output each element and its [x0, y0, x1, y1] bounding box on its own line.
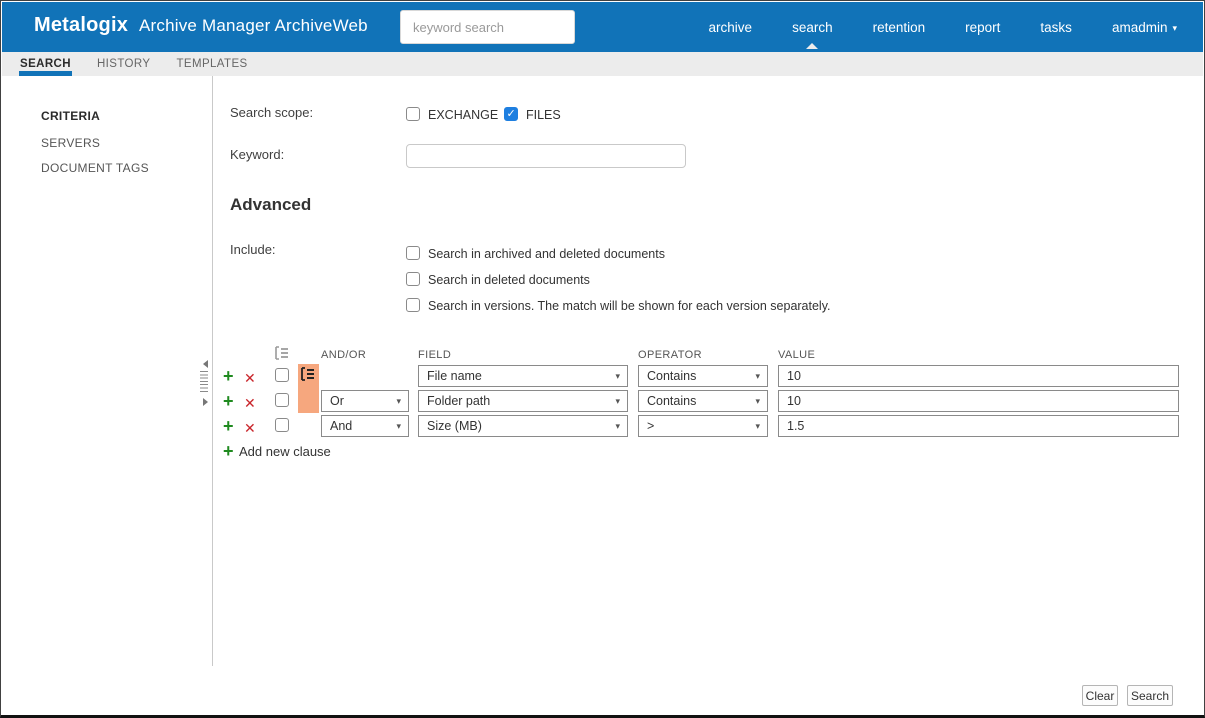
keyword-label: Keyword: [230, 147, 285, 162]
add-clause-plus-icon[interactable]: + [223, 441, 234, 461]
search-scope-label: Search scope: [230, 105, 314, 120]
row3-field-dropdown[interactable]: Size (MB) ▾ [418, 415, 628, 437]
include-archived-deleted-label: Search in archived and deleted documents [428, 247, 665, 261]
row1-select-checkbox[interactable] [275, 368, 289, 382]
chevron-down-icon: ▾ [755, 395, 760, 406]
row3-operator-dropdown[interactable]: > ▾ [638, 415, 768, 437]
chevron-down-icon: ▾ [396, 395, 401, 406]
row1-delete-button[interactable]: ✕ [244, 370, 256, 386]
chevron-down-icon: ▾ [615, 395, 620, 406]
sidebar-item-criteria[interactable]: CRITERIA [41, 109, 101, 123]
nav-item-retention[interactable]: retention [872, 19, 926, 35]
sidebar-item-document-tags[interactable]: DOCUMENT TAGS [41, 161, 149, 175]
chevron-down-icon: ▾ [755, 420, 760, 431]
exchange-checkbox[interactable] [406, 107, 420, 121]
nav-item-archive[interactable]: archive [708, 19, 753, 35]
include-label: Include: [230, 242, 276, 257]
app-title: Archive Manager ArchiveWeb [139, 16, 368, 35]
row3-andor-dropdown[interactable]: And ▾ [321, 415, 409, 437]
splitter-collapse-icon[interactable] [203, 360, 208, 368]
splitter-grip[interactable] [200, 371, 208, 394]
row2-value-input[interactable] [778, 390, 1179, 412]
files-checkbox-label: FILES [526, 108, 561, 122]
row3-add-button[interactable]: + [223, 416, 234, 436]
include-versions-label: Search in versions. The match will be sh… [428, 299, 831, 313]
include-deleted-label: Search in deleted documents [428, 273, 590, 287]
column-header-andor: AND/OR [321, 349, 367, 361]
column-header-field: FIELD [418, 349, 452, 361]
active-tab-underline [19, 71, 72, 76]
row2-operator-dropdown[interactable]: Contains ▾ [638, 390, 768, 412]
keyword-input[interactable] [406, 144, 686, 168]
chevron-down-icon: ▾ [615, 420, 620, 431]
nav-item-report[interactable]: report [965, 19, 1001, 35]
active-nav-notch-icon [806, 42, 819, 49]
row2-delete-button[interactable]: ✕ [244, 395, 256, 411]
column-header-value: VALUE [778, 349, 816, 361]
chevron-down-icon: ▾ [1172, 22, 1177, 33]
chevron-down-icon: ▾ [615, 370, 620, 381]
app-header: Metalogix Archive Manager ArchiveWeb arc… [2, 2, 1203, 52]
files-checkbox[interactable] [504, 107, 518, 121]
tab-search[interactable]: SEARCH [19, 52, 72, 76]
row1-value-input[interactable] [778, 365, 1179, 387]
keyword-search-input[interactable] [400, 10, 575, 44]
clear-button[interactable]: Clear [1082, 685, 1118, 706]
group-clauses-icon[interactable] [300, 367, 315, 381]
row3-value-input[interactable] [778, 415, 1179, 437]
nav-item-search[interactable]: search [790, 6, 835, 49]
row1-field-dropdown[interactable]: File name ▾ [418, 365, 628, 387]
row2-select-checkbox[interactable] [275, 393, 289, 407]
chevron-down-icon: ▾ [755, 370, 760, 381]
group-clauses-header-icon [275, 346, 288, 360]
splitter-expand-icon[interactable] [203, 398, 208, 406]
metalogix-logo: Metalogix [34, 14, 129, 36]
row1-operator-dropdown[interactable]: Contains ▾ [638, 365, 768, 387]
row1-add-button[interactable]: + [223, 366, 234, 386]
add-new-clause-link[interactable]: Add new clause [239, 444, 331, 459]
nav-item-tasks[interactable]: tasks [1040, 19, 1072, 35]
tab-templates[interactable]: TEMPLATES [176, 58, 248, 70]
row2-field-dropdown[interactable]: Folder path ▾ [418, 390, 628, 412]
sidebar-item-servers[interactable]: SERVERS [41, 136, 101, 150]
clause-group-highlight[interactable] [298, 364, 319, 413]
include-versions-checkbox[interactable] [406, 298, 420, 312]
column-header-operator: OPERATOR [638, 349, 702, 361]
sidebar-divider [212, 76, 213, 666]
tab-history[interactable]: HISTORY [96, 58, 151, 70]
tab-bar: SEARCH HISTORY TEMPLATES [2, 52, 1203, 76]
include-deleted-checkbox[interactable] [406, 272, 420, 286]
nav-item-user-menu[interactable]: amadmin ▾ [1111, 19, 1177, 35]
row2-andor-dropdown[interactable]: Or ▾ [321, 390, 409, 412]
top-nav: archive search retention report tasks am… [707, 2, 1179, 52]
search-button[interactable]: Search [1127, 685, 1173, 706]
include-archived-deleted-checkbox[interactable] [406, 246, 420, 260]
advanced-heading: Advanced [230, 195, 312, 214]
exchange-checkbox-label: EXCHANGE [428, 108, 499, 122]
row2-add-button[interactable]: + [223, 391, 234, 411]
row3-select-checkbox[interactable] [275, 418, 289, 432]
row3-delete-button[interactable]: ✕ [244, 420, 256, 436]
chevron-down-icon: ▾ [396, 420, 401, 431]
